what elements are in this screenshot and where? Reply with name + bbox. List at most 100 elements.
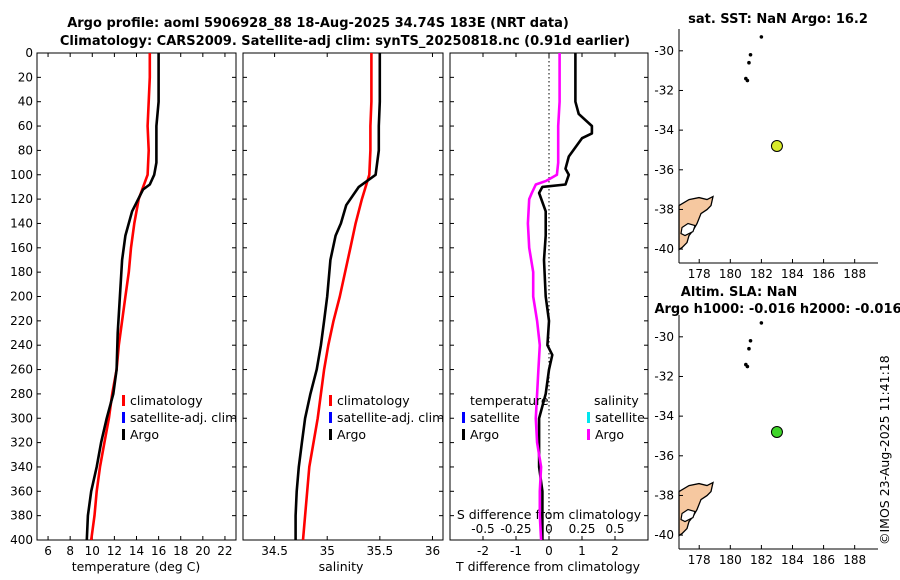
S-diff-axis-label: S difference from climatology	[457, 507, 642, 522]
track-point	[745, 364, 750, 369]
sal-x-axis-label: salinity	[319, 559, 364, 574]
map-y-tick-label: -30	[654, 330, 674, 344]
track-point	[747, 60, 751, 65]
T-diff-tick-label: -2	[477, 544, 489, 558]
map-y-tick-label: -36	[654, 163, 674, 177]
plot-frame	[242, 52, 444, 541]
main-title: Argo profile: aoml 5906928_88 18-Aug-202…	[67, 16, 569, 31]
map-y-tick-label: -32	[654, 369, 674, 383]
temp-x-tick-label: 14	[129, 544, 144, 558]
sal-x-tick-label: 35	[320, 544, 335, 558]
map-x-tick-label: 184	[781, 553, 804, 567]
temp-legend-sat-swatch	[122, 412, 125, 423]
map-x-tick-label: 184	[781, 267, 804, 281]
depth-tick-label: 120	[10, 192, 33, 206]
depth-tick-label: 200	[10, 290, 33, 304]
temp-x-tick-label: 16	[151, 544, 166, 558]
diff-legend-t-argo-label: Argo	[470, 427, 499, 442]
diff-legend-t-sat-label: satellite	[470, 410, 520, 425]
map-y-tick-label: -36	[654, 449, 674, 463]
map-x-tick-label: 188	[843, 553, 866, 567]
S-diff-tick-label: -0.5	[471, 522, 494, 536]
depth-tick-label: 140	[10, 216, 33, 230]
timestamp-stamp: ©IMOS 23-Aug-2025 11:41:18	[877, 355, 892, 545]
depth-tick-label: 260	[10, 363, 33, 377]
map-x-tick-label: 182	[750, 553, 773, 567]
depth-tick-label: 40	[18, 95, 33, 109]
sla-map-title: Altim. SLA: NaN	[681, 285, 797, 300]
temp-argo-line	[85, 53, 160, 541]
diff-legend-t-sat-swatch	[462, 412, 465, 423]
temp-legend-argo-swatch	[122, 429, 125, 440]
temp-x-tick-label: 8	[66, 544, 74, 558]
plot-frame	[36, 52, 237, 541]
map-x-tick-label: 180	[719, 267, 742, 281]
temp-x-tick-label: 18	[173, 544, 188, 558]
sal-legend-clim-label: climatology	[337, 393, 410, 408]
depth-tick-label: 0	[25, 46, 33, 60]
lake-outline	[680, 508, 696, 523]
temperature-panel: 0 20 40 60 80 100 120 140 160 180 200 220 240 260 280 3…	[10, 46, 237, 574]
diff-legend-s-argo_s-swatch	[587, 429, 590, 440]
legend-salinity-title: salinity	[594, 393, 639, 408]
temp-x-tick-label: 6	[44, 544, 52, 558]
sub-title: Climatology: CARS2009. Satellite-adj cli…	[60, 34, 630, 49]
depth-tick-label: 240	[10, 338, 33, 352]
sal-x-tick-label: 36	[425, 544, 440, 558]
land-coastline	[678, 481, 714, 537]
depth-tick-label: 320	[10, 436, 33, 450]
depth-tick-label: 180	[10, 265, 33, 279]
sal-legend-clim-swatch	[329, 395, 332, 406]
difference-panel: -2 -1 0 1 2T difference from climatology S di…	[449, 52, 649, 574]
sal-x-tick-label: 35.5	[366, 544, 393, 558]
map-x-tick-label: 188	[843, 267, 866, 281]
temp-x-tick-label: 22	[217, 544, 232, 558]
map-y-tick-label: -30	[654, 44, 674, 58]
sla-map-panel: Altim. SLA: NaN Argo h1000: -0.016 h2000:…	[654, 285, 900, 567]
temp-legend-clim-swatch	[122, 395, 125, 406]
map-x-tick-label: 178	[688, 553, 711, 567]
argo-location-marker	[770, 140, 783, 152]
depth-tick-label: 160	[10, 241, 33, 255]
T-diff-tick-label: -1	[510, 544, 522, 558]
depth-tick-label: 400	[10, 533, 33, 547]
depth-tick-label: 300	[10, 411, 33, 425]
depth-tick-label: 340	[10, 460, 33, 474]
map-y-tick-label: -34	[654, 123, 674, 137]
depth-tick-label: 20	[18, 70, 33, 84]
S-diff-tick-label: 0.25	[569, 522, 596, 536]
depth-tick-label: 380	[10, 509, 33, 523]
temp-x-axis-label: temperature (deg C)	[72, 559, 201, 574]
map-x-tick-label: 178	[688, 267, 711, 281]
temp-legend-argo-label: Argo	[130, 427, 159, 442]
sal-legend-argo-swatch	[329, 429, 332, 440]
S-diff-tick-label: 0.5	[605, 522, 624, 536]
diff-legend-s-sat_s-swatch	[587, 412, 590, 423]
lake-outline	[680, 222, 696, 237]
S-diff-tick-label: 0	[545, 522, 553, 536]
map-y-tick-label: -38	[654, 488, 674, 502]
map-y-tick-label: -38	[654, 202, 674, 216]
map-x-tick-label: 182	[750, 267, 773, 281]
map-y-tick-label: -40	[654, 242, 674, 256]
track-point	[759, 321, 764, 325]
T-diff-tick-label: 2	[611, 544, 619, 558]
land-coastline	[678, 195, 714, 251]
track-point	[747, 346, 751, 351]
temp-legend-sat-label: satellite-adj. clim	[130, 410, 237, 425]
depth-tick-label: 360	[10, 484, 33, 498]
sal-argo-line	[294, 53, 382, 540]
S-diff-tick-label: -0.25	[500, 522, 531, 536]
track-point	[759, 35, 764, 39]
sal-legend-sat-swatch	[329, 412, 332, 423]
track-point	[745, 78, 750, 83]
map-y-tick-label: -32	[654, 83, 674, 97]
T-diff-tick-label: 0	[545, 544, 553, 558]
track-point	[748, 338, 753, 343]
sst-map-panel: sat. SST: NaN Argo: 16.2 178 180 182 184 186 1…	[654, 12, 878, 281]
temp-x-tick-label: 12	[107, 544, 122, 558]
temp-x-tick-label: 10	[85, 544, 100, 558]
depth-tick-label: 280	[10, 387, 33, 401]
